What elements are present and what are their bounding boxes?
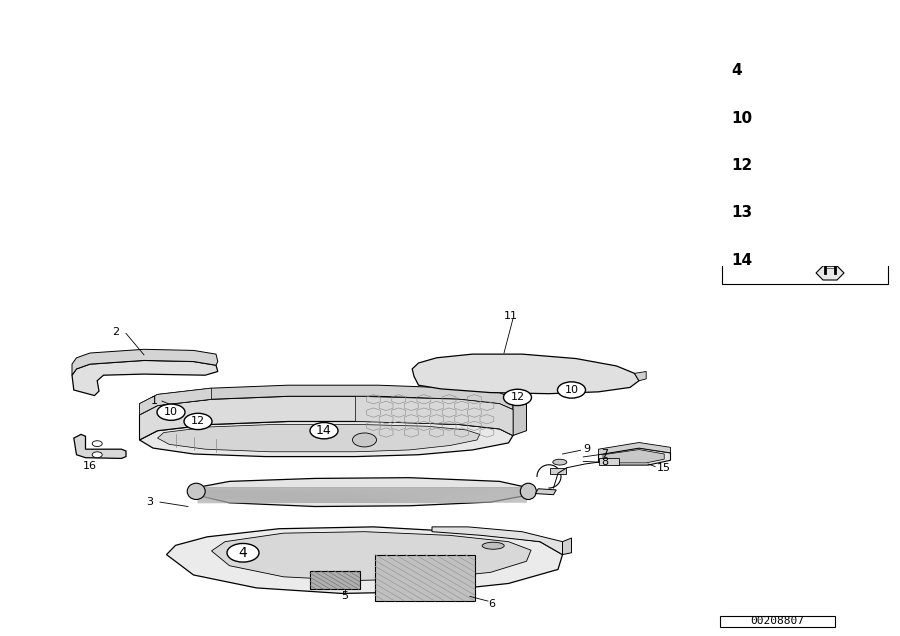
Circle shape xyxy=(184,413,212,429)
Text: 12: 12 xyxy=(191,417,205,427)
Text: 12: 12 xyxy=(732,158,753,173)
Circle shape xyxy=(157,404,185,420)
Polygon shape xyxy=(140,388,212,415)
Polygon shape xyxy=(356,396,513,436)
Bar xyxy=(720,616,835,626)
Text: 5: 5 xyxy=(341,591,348,602)
Polygon shape xyxy=(536,489,556,495)
Text: 10: 10 xyxy=(164,407,178,417)
Polygon shape xyxy=(513,394,526,436)
Text: 13: 13 xyxy=(732,205,753,220)
Text: 14: 14 xyxy=(732,252,753,268)
Polygon shape xyxy=(72,349,218,375)
Text: 16: 16 xyxy=(83,461,97,471)
Bar xyxy=(722,94,888,142)
Polygon shape xyxy=(140,396,513,440)
Bar xyxy=(722,47,888,94)
Bar xyxy=(375,555,475,601)
Ellipse shape xyxy=(553,459,567,465)
Text: 3: 3 xyxy=(147,497,154,507)
Text: 15: 15 xyxy=(657,462,671,473)
Text: 2: 2 xyxy=(112,327,119,337)
Circle shape xyxy=(503,389,532,406)
Circle shape xyxy=(92,441,103,446)
Polygon shape xyxy=(562,538,572,555)
Text: 00208807: 00208807 xyxy=(751,616,805,626)
Polygon shape xyxy=(140,422,513,457)
Bar xyxy=(722,189,888,237)
Polygon shape xyxy=(598,443,670,455)
Polygon shape xyxy=(212,532,531,581)
Polygon shape xyxy=(432,527,562,555)
Bar xyxy=(722,142,888,189)
Circle shape xyxy=(823,217,837,225)
Polygon shape xyxy=(140,385,513,415)
Polygon shape xyxy=(598,448,670,465)
Text: 7: 7 xyxy=(601,449,608,459)
Circle shape xyxy=(310,422,338,439)
Ellipse shape xyxy=(815,169,845,178)
Circle shape xyxy=(227,543,259,562)
Polygon shape xyxy=(749,21,878,28)
Text: 10: 10 xyxy=(732,111,753,125)
Polygon shape xyxy=(603,450,664,463)
Polygon shape xyxy=(634,371,646,381)
Polygon shape xyxy=(816,266,844,280)
Bar xyxy=(722,237,888,284)
Ellipse shape xyxy=(520,483,536,499)
Text: 1: 1 xyxy=(150,396,158,406)
Text: 4: 4 xyxy=(238,546,248,560)
Bar xyxy=(550,469,566,474)
Text: 10: 10 xyxy=(564,385,579,395)
Bar xyxy=(598,458,618,465)
Circle shape xyxy=(353,433,376,447)
Text: 9: 9 xyxy=(583,444,590,454)
Polygon shape xyxy=(74,434,126,459)
Circle shape xyxy=(557,382,586,398)
Polygon shape xyxy=(802,72,815,80)
Circle shape xyxy=(823,113,837,121)
Ellipse shape xyxy=(809,207,851,218)
Ellipse shape xyxy=(482,543,504,550)
Bar xyxy=(310,571,360,590)
Text: 14: 14 xyxy=(316,424,332,437)
Polygon shape xyxy=(158,424,480,452)
Polygon shape xyxy=(816,214,844,228)
Polygon shape xyxy=(198,478,526,506)
Polygon shape xyxy=(808,123,852,130)
Circle shape xyxy=(92,452,103,458)
Text: 8: 8 xyxy=(601,457,608,467)
Text: 6: 6 xyxy=(489,599,496,609)
Polygon shape xyxy=(737,17,749,28)
Polygon shape xyxy=(810,60,848,83)
Text: 12: 12 xyxy=(510,392,525,403)
Polygon shape xyxy=(412,354,639,394)
Bar xyxy=(808,113,852,123)
Polygon shape xyxy=(72,361,218,396)
Bar xyxy=(722,0,888,47)
Text: 11: 11 xyxy=(504,311,518,321)
Ellipse shape xyxy=(187,483,205,499)
Text: 4: 4 xyxy=(732,63,742,78)
Polygon shape xyxy=(166,527,562,593)
